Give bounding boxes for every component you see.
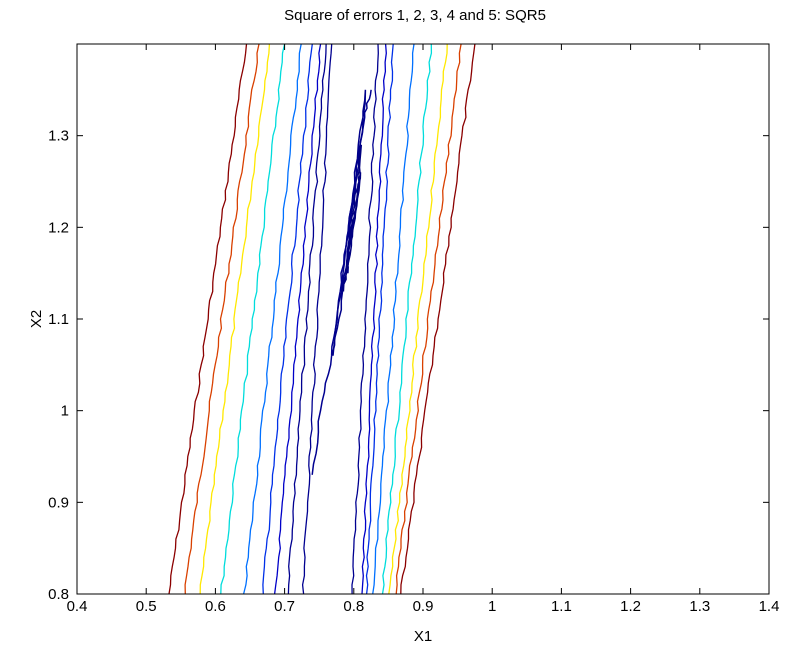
contour-line-4 [242, 43, 302, 595]
contour-line-18 [331, 89, 367, 356]
x-tick-label: 0.5 [136, 598, 157, 615]
contour-line-13 [381, 43, 433, 595]
y-axis-title: X2 [28, 310, 45, 328]
x-axis-title: X1 [414, 628, 432, 645]
contour-line-8 [301, 43, 333, 595]
x-tick-label: 0.8 [343, 598, 364, 615]
y-tick-label: 1.3 [48, 128, 69, 145]
contour-line-11 [365, 43, 394, 595]
contour-line-12 [372, 43, 415, 595]
x-tick-label: 0.7 [274, 598, 295, 615]
x-tick-label: 1.3 [689, 598, 710, 615]
contour-line-2 [199, 43, 271, 595]
contour-line-16 [400, 43, 476, 595]
x-tick-label: 0.4 [67, 598, 88, 615]
y-tick-label: 1 [61, 403, 69, 420]
x-axis: 0.4 0.5 0.6 0.7 0.8 0.9 1 1.1 1.2 1.3 1.4 [67, 44, 780, 615]
contour-line-9 [351, 43, 379, 595]
x-tick-label: 1.1 [551, 598, 572, 615]
contour-line-6 [273, 43, 322, 595]
x-tick-label: 1.2 [620, 598, 641, 615]
contour-lines [168, 43, 476, 595]
contour-line-1 [184, 43, 260, 595]
y-tick-label: 0.8 [48, 586, 69, 603]
x-tick-label: 1.4 [759, 598, 780, 615]
y-tick-label: 0.9 [48, 494, 69, 511]
x-tick-label: 0.9 [413, 598, 434, 615]
contour-line-14 [388, 43, 448, 595]
y-tick-label: 1.2 [48, 219, 69, 236]
contour-line-3 [220, 43, 286, 595]
contour-line-20 [346, 172, 362, 274]
contour-line-0 [168, 43, 248, 595]
contour-line-7 [287, 43, 327, 595]
chart-title: Square of errors 1, 2, 3, 4 and 5: SQR5 [284, 7, 546, 24]
y-axis: 0.8 0.9 1 1.1 1.2 1.3 [48, 128, 769, 603]
contour-line-15 [395, 43, 462, 595]
contour-line-10 [361, 43, 387, 595]
x-tick-label: 0.6 [205, 598, 226, 615]
x-tick-label: 1 [488, 598, 496, 615]
y-tick-label: 1.1 [48, 311, 69, 328]
contour-line-5 [262, 43, 313, 595]
